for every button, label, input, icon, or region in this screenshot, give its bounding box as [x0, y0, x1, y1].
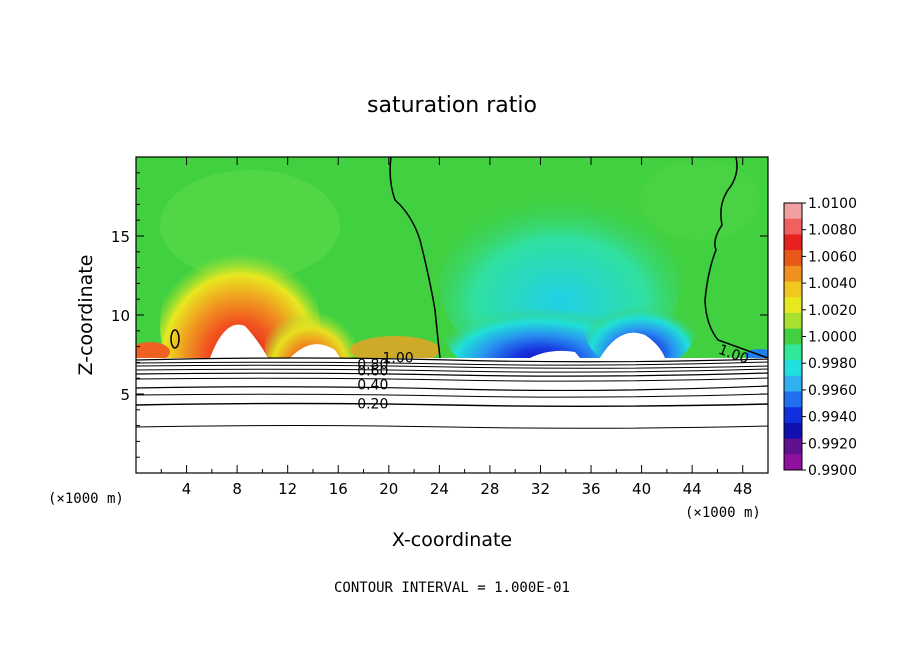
contour-label: 0.60: [357, 363, 388, 379]
contour-0p40: [135, 385, 769, 392]
colorbar-swatch: [784, 297, 802, 314]
colorbar-label: 0.9960: [808, 383, 857, 399]
lower-contours: [135, 357, 769, 473]
y-tick-label: 5: [120, 386, 130, 404]
contour-0p30: [135, 393, 769, 398]
contour-0p90: [135, 361, 769, 366]
masked-mound-2: [290, 344, 340, 358]
contour-line-upper-2: [704, 157, 768, 358]
x-tick-label: 8: [232, 480, 242, 498]
contour-0p10: [135, 425, 769, 429]
colorbar-label: 1.0020: [808, 303, 857, 319]
colorbar-swatch: [784, 375, 802, 392]
x-tick-label: 4: [182, 480, 192, 498]
colorbar-label: 1.0080: [808, 223, 857, 239]
contour-label: 0.80: [357, 357, 388, 373]
x-tick-label: 48: [733, 480, 752, 498]
x-tick-label: 36: [581, 480, 600, 498]
colorbar-label: 0.9900: [808, 463, 857, 479]
colorbar-swatch: [784, 391, 802, 408]
contour-0p80: [135, 364, 769, 369]
contour-1p00: [135, 357, 769, 363]
colorbar-swatch: [784, 360, 802, 377]
colorbar-swatch: [784, 438, 802, 455]
colorbar-swatch: [784, 312, 802, 330]
x-tick-label: 32: [531, 480, 550, 498]
colorbar: 1.0100 1.0080 1.0060 1.0040 1.0020 1.0000 0.99…: [783, 196, 857, 479]
contour-interval-note: CONTOUR INTERVAL = 1.000E-01: [334, 580, 570, 596]
colorbar-label: 1.0000: [808, 330, 857, 346]
x-axis-title: X-coordinate: [392, 529, 512, 551]
colorbar-label: 0.9980: [808, 356, 857, 372]
warm-anomaly-secondary: [265, 295, 355, 358]
masked-mound-1: [210, 324, 268, 358]
colorbar-label: 0.9920: [808, 436, 857, 452]
warm-anomaly-mid: [350, 336, 440, 358]
x-tick-label: 40: [632, 480, 651, 498]
x-tick-label: 20: [379, 480, 398, 498]
contour-label: 1.00: [382, 351, 413, 367]
contour-0p60: [135, 372, 769, 377]
colorbar-swatch: [784, 203, 802, 220]
colorbar-swatch: [784, 281, 802, 298]
plot-field: [136, 157, 768, 358]
warm-anomaly-left-edge: [136, 342, 170, 358]
y-unit-label: (×1000 m): [48, 491, 124, 507]
colorbar-swatch: [784, 407, 802, 424]
lower-region: [136, 358, 768, 473]
colorbar-swatch: [784, 454, 802, 471]
colorbar-swatch: [784, 234, 802, 251]
y-tick-label: 15: [111, 228, 130, 246]
contour-label: 0.20: [357, 396, 388, 412]
colorbar-label: 1.0040: [808, 276, 857, 292]
x-tick-label: 24: [430, 480, 449, 498]
green-haze-b: [640, 160, 760, 240]
colorbar-label: 1.0060: [808, 249, 857, 265]
cool-anomaly-right: [585, 290, 695, 358]
x-tick-label: 44: [683, 480, 702, 498]
x-axis: 4 8 12 16 20 24 28 32 36 40 44 48: [160, 157, 752, 498]
colorbar-swatch: [784, 218, 802, 235]
contour-0p50: [135, 377, 769, 382]
x-tick-label: 12: [278, 480, 297, 498]
x-tick-label: 28: [480, 480, 499, 498]
colorbar-swatch: [784, 328, 802, 345]
y-tick-label: 10: [111, 307, 130, 325]
masked-mound-4: [600, 332, 665, 358]
x-unit-label: (×1000 m): [685, 505, 761, 521]
colorbar-label: 1.0100: [808, 196, 857, 212]
contour-label: 0.40: [357, 378, 388, 394]
masked-mound-3: [530, 350, 580, 358]
colorbar-label: 0.9940: [808, 410, 857, 426]
colorbar-swatch: [784, 422, 802, 440]
chart-title: saturation ratio: [367, 93, 537, 118]
contour-0p20: [135, 402, 769, 407]
colorbar-swatch: [784, 250, 802, 267]
x-tick-label: 16: [329, 480, 348, 498]
contour-loop: [170, 329, 180, 349]
colorbar-swatch: [784, 265, 802, 283]
y-axis: 5 10 15: [111, 172, 768, 458]
y-axis-title: Z-coordinate: [75, 255, 97, 376]
colorbar-swatch: [784, 344, 802, 361]
contour-0p70: [135, 368, 769, 373]
contour-line-upper-1: [389, 157, 441, 358]
